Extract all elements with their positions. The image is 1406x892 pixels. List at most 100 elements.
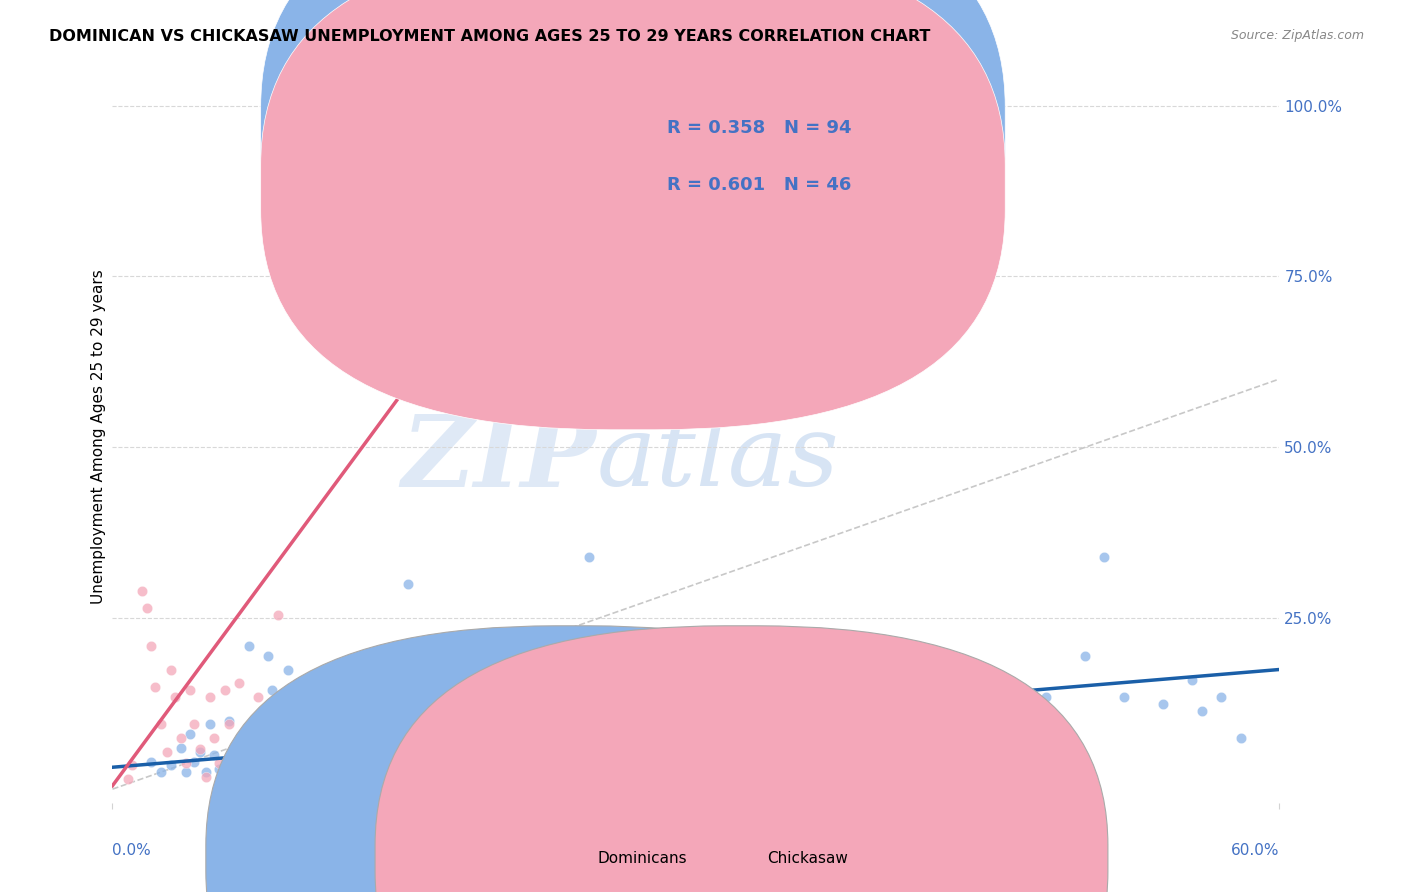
Point: [350, 727, 373, 741]
Point: [607, 756, 630, 771]
Point: [744, 704, 766, 718]
Point: [163, 690, 186, 704]
Point: [325, 676, 347, 690]
Point: [354, 747, 377, 762]
Y-axis label: Unemployment Among Ages 25 to 29 years: Unemployment Among Ages 25 to 29 years: [91, 269, 105, 605]
Point: [841, 697, 863, 711]
Point: [238, 770, 260, 784]
Point: [636, 635, 658, 649]
Point: [364, 683, 387, 698]
Text: ZIP: ZIP: [402, 411, 596, 508]
Point: [957, 673, 980, 687]
Point: [456, 717, 478, 731]
Point: [335, 742, 357, 756]
Point: [588, 639, 610, 653]
Point: [121, 758, 143, 772]
Point: [218, 717, 240, 731]
Point: [295, 676, 318, 690]
Point: [285, 676, 308, 690]
Point: [273, 704, 295, 718]
Point: [655, 690, 678, 704]
Point: [267, 727, 290, 741]
Point: [782, 697, 804, 711]
Point: [412, 749, 434, 764]
Point: [176, 765, 198, 780]
Point: [253, 742, 276, 756]
Point: [491, 756, 513, 771]
Point: [311, 755, 333, 769]
Point: [228, 758, 250, 772]
Point: [136, 601, 159, 615]
Point: [374, 731, 396, 745]
Point: [548, 756, 571, 771]
Point: [169, 741, 191, 756]
Point: [194, 765, 217, 780]
Point: [588, 756, 610, 771]
Point: [233, 768, 256, 782]
Point: [253, 772, 276, 786]
Text: Source: ZipAtlas.com: Source: ZipAtlas.com: [1230, 29, 1364, 42]
Point: [242, 741, 264, 756]
Point: [598, 690, 620, 704]
Point: [1209, 690, 1232, 704]
FancyBboxPatch shape: [260, 0, 1005, 430]
Point: [188, 742, 211, 756]
Point: [218, 714, 240, 728]
Point: [481, 741, 503, 756]
Point: [1181, 673, 1204, 687]
Point: [267, 607, 290, 622]
Point: [509, 690, 531, 704]
Point: [898, 697, 921, 711]
Point: [938, 704, 960, 718]
Point: [402, 704, 425, 718]
Point: [188, 745, 211, 759]
Point: [491, 704, 513, 718]
Point: [441, 727, 464, 741]
Point: [222, 745, 245, 759]
Point: [330, 756, 353, 771]
Point: [179, 727, 201, 741]
Text: DOMINICAN VS CHICKASAW UNEMPLOYMENT AMONG AGES 25 TO 29 YEARS CORRELATION CHART: DOMINICAN VS CHICKASAW UNEMPLOYMENT AMON…: [49, 29, 931, 44]
Point: [548, 697, 571, 711]
Point: [202, 747, 225, 762]
Text: R = 0.358   N = 94: R = 0.358 N = 94: [666, 119, 851, 136]
Point: [292, 731, 315, 745]
Point: [409, 727, 432, 741]
Point: [1094, 549, 1116, 564]
Point: [432, 133, 454, 147]
Point: [183, 717, 205, 731]
Point: [869, 704, 891, 718]
Point: [436, 697, 458, 711]
FancyBboxPatch shape: [260, 0, 1005, 371]
FancyBboxPatch shape: [205, 626, 939, 892]
Point: [350, 770, 373, 784]
Point: [150, 765, 173, 780]
Point: [1229, 731, 1251, 745]
Point: [247, 762, 270, 776]
Point: [285, 747, 308, 762]
Point: [260, 683, 283, 698]
Point: [762, 690, 785, 704]
Point: [305, 683, 328, 698]
Point: [222, 749, 245, 764]
Point: [315, 768, 337, 782]
Point: [724, 697, 747, 711]
Point: [918, 690, 941, 704]
Point: [416, 690, 439, 704]
Point: [344, 690, 367, 704]
Point: [1074, 648, 1097, 663]
Text: 0.0%: 0.0%: [112, 843, 152, 858]
Point: [879, 676, 901, 690]
Text: R = 0.601   N = 46: R = 0.601 N = 46: [666, 176, 851, 194]
Point: [319, 697, 342, 711]
Point: [471, 690, 494, 704]
Point: [461, 681, 484, 695]
Point: [247, 690, 270, 704]
Point: [228, 676, 250, 690]
Point: [299, 704, 322, 718]
Point: [384, 683, 406, 698]
Point: [292, 765, 315, 780]
Point: [1054, 741, 1077, 756]
Point: [325, 717, 347, 731]
Point: [238, 639, 260, 653]
